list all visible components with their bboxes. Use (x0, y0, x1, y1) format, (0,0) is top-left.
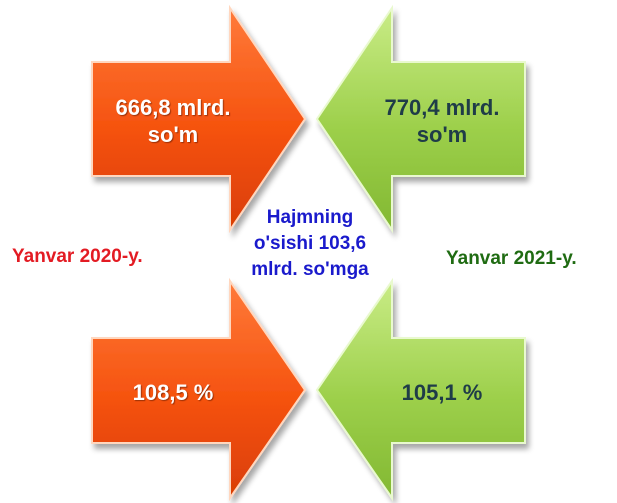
bottom-right-arrow (315, 277, 526, 502)
top-left-value: 666,8 mlrd. so'm (98, 94, 248, 148)
top-right-arrow (315, 4, 526, 234)
bottom-left-value: 108,5 % (98, 379, 248, 406)
bottom-left-value-text: 108,5 % (132, 380, 214, 405)
bottom-right-value-text: 105,1 % (401, 380, 483, 405)
top-left-value-line1: 666,8 mlrd. (115, 95, 231, 120)
top-right-value-line1: 770,4 mlrd. (384, 95, 500, 120)
top-right-value-line2: so'm (416, 122, 468, 147)
growth-note-line3: mlrd. so'mga (251, 259, 369, 280)
top-left-arrow (91, 4, 307, 234)
top-right-value: 770,4 mlrd. so'm (366, 94, 518, 148)
growth-note: Hajmning o'sishi 103,6 mlrd. so'mga (230, 205, 390, 283)
growth-note-line1: Hajmning (266, 207, 354, 228)
bottom-left-arrow (91, 277, 307, 502)
bottom-right-value: 105,1 % (366, 379, 518, 406)
right-period-label: Yanvar 2021-y. (446, 248, 577, 269)
left-period-label: Yanvar 2020-y. (12, 246, 143, 267)
top-left-value-line2: so'm (147, 122, 199, 147)
growth-note-line2: o'sishi 103,6 (253, 233, 367, 254)
